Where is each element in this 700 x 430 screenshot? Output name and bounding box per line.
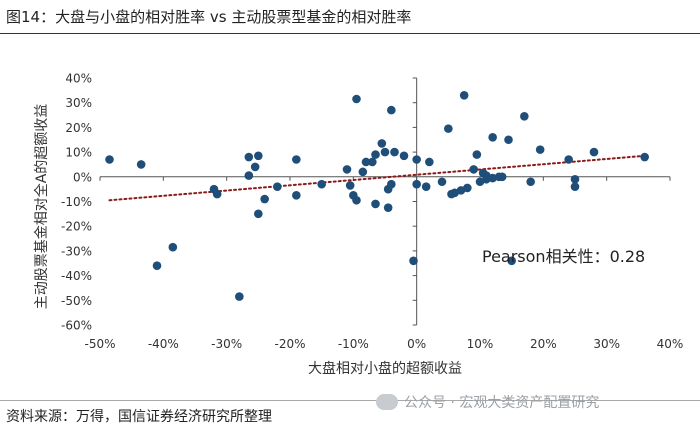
data-point <box>292 155 301 164</box>
y-tick-label: -50% <box>61 294 92 308</box>
data-point <box>273 182 282 191</box>
data-point <box>469 165 478 174</box>
data-point <box>250 162 260 172</box>
data-point <box>152 261 162 271</box>
y-axis-ticks: -60% -50% -40% -30% -20% -10% 0% 10% 20% 30% 40% <box>61 72 417 333</box>
data-point <box>361 157 371 167</box>
data-point <box>383 203 393 212</box>
y-axis-label: 主动股票基金相对全A的超额收益 <box>33 104 50 310</box>
figure-title: 图14：大盘与小盘的相对胜率 vs 主动股票型基金的相对胜率 <box>6 8 412 26</box>
data-point <box>317 179 326 189</box>
data-point <box>570 182 580 191</box>
data-point <box>640 152 649 162</box>
data-point <box>105 155 114 164</box>
data-point <box>212 189 222 199</box>
data-point <box>371 150 380 159</box>
y-tick-label: -20% <box>61 220 92 234</box>
y-tick-label: -60% <box>61 319 92 333</box>
x-tick-label: 30% <box>593 337 620 351</box>
data-point <box>409 256 418 266</box>
x-axis-ticks: -50% -40% -30% -20% -10% 0% 10% 20% 30% 40% <box>84 176 684 351</box>
data-point <box>564 155 573 164</box>
data-point <box>535 145 545 154</box>
x-tick-label: -40% <box>148 337 179 351</box>
data-point <box>352 94 361 104</box>
y-tick-label: 20% <box>65 121 92 135</box>
y-tick-label: 40% <box>65 72 92 86</box>
data-point <box>425 157 434 167</box>
data-point <box>342 165 352 174</box>
x-tick-label: -50% <box>84 337 115 351</box>
data-point <box>589 147 599 157</box>
pearson-annotation: Pearson相关性：0.28 <box>482 247 645 266</box>
data-point <box>254 209 263 219</box>
data-point <box>504 135 513 145</box>
y-tick-label: 0% <box>73 170 92 184</box>
data-point <box>444 124 453 133</box>
data-point <box>244 171 254 180</box>
data-point <box>421 182 431 191</box>
x-tick-label: 0% <box>407 337 426 351</box>
y-tick-label: 30% <box>65 96 92 110</box>
source-note: 资料来源：万得，国信证券经济研究所整理 <box>6 409 272 425</box>
x-tick-label: 40% <box>657 337 684 351</box>
data-point <box>459 90 469 100</box>
x-axis-label: 大盘相对小盘的超额收益 <box>308 360 462 377</box>
data-point <box>260 194 269 204</box>
x-tick-label: -30% <box>211 337 242 351</box>
data-point <box>371 199 380 209</box>
data-point <box>497 172 507 182</box>
data-point <box>488 132 497 142</box>
data-point <box>352 195 361 205</box>
data-point <box>507 256 516 266</box>
data-point <box>254 151 263 161</box>
data-point <box>387 179 396 189</box>
trendline <box>108 154 646 202</box>
source-rule <box>0 400 700 401</box>
data-point <box>358 167 368 177</box>
watermark: 公众号 · 宏观大类资产配置研究 <box>376 392 599 412</box>
data-point <box>520 111 529 121</box>
x-tick-label: -10% <box>338 337 369 351</box>
trendline-group <box>108 154 646 202</box>
x-tick-label: -20% <box>274 337 305 351</box>
data-point <box>235 292 244 301</box>
x-tick-label: 20% <box>530 337 557 351</box>
y-tick-label: -40% <box>61 269 92 283</box>
y-tick-label: -30% <box>61 244 92 258</box>
data-point <box>390 147 399 157</box>
data-point <box>345 181 355 190</box>
data-point <box>387 105 396 115</box>
data-point <box>412 179 421 189</box>
data-point <box>136 160 146 169</box>
data-point <box>380 147 390 157</box>
x-tick-label: 10% <box>467 337 494 351</box>
data-point <box>463 183 472 193</box>
data-point <box>168 242 178 252</box>
data-point <box>437 177 447 187</box>
data-point <box>292 191 301 200</box>
y-tick-label: 10% <box>65 146 92 160</box>
title-rule <box>0 33 700 34</box>
data-points <box>105 90 649 301</box>
data-point <box>244 152 254 162</box>
data-point <box>412 155 421 164</box>
data-point <box>570 174 580 184</box>
watermark-text: 公众号 · 宏观大类资产配置研究 <box>404 395 600 411</box>
data-point <box>526 177 535 187</box>
wechat-icon <box>376 394 398 410</box>
data-point <box>472 150 482 159</box>
data-point <box>368 157 377 167</box>
data-point <box>399 151 409 161</box>
data-point <box>377 139 387 148</box>
y-tick-label: -10% <box>61 195 92 209</box>
